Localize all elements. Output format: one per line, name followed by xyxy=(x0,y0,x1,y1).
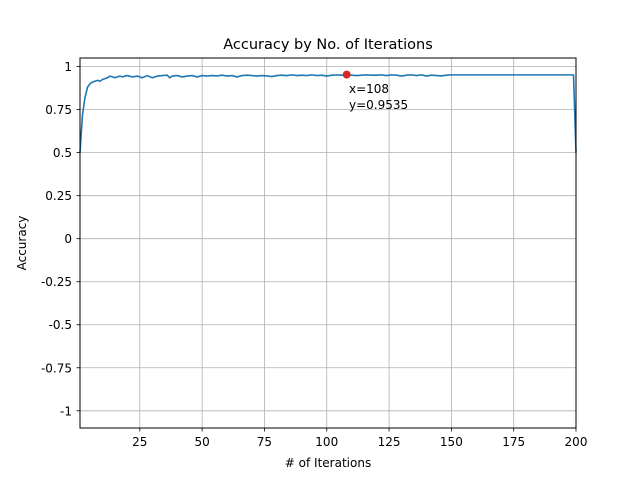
x-tick-label: 175 xyxy=(502,435,525,449)
annotation-x: x=108 xyxy=(349,82,389,96)
x-tick-label: 125 xyxy=(378,435,401,449)
x-tick-label: 200 xyxy=(565,435,588,449)
x-tick-label: 25 xyxy=(132,435,147,449)
y-tick-label: 0.75 xyxy=(45,103,72,117)
y-tick-label: 0.5 xyxy=(53,146,72,160)
annotation: x=108 y=0.9535 xyxy=(349,82,408,112)
x-axis-title: # of Iterations xyxy=(285,456,371,470)
y-ticks: 1 0.75 0.5 0.25 0 -0.25 -0.5 -0.75 -1 xyxy=(41,60,80,418)
x-tick-label: 75 xyxy=(257,435,272,449)
marker-layer xyxy=(342,70,351,79)
y-tick-label: 0 xyxy=(64,232,72,246)
x-tick-label: 100 xyxy=(315,435,338,449)
grid xyxy=(80,58,577,428)
y-tick-label: -1 xyxy=(60,404,72,418)
accuracy-line xyxy=(79,73,577,153)
y-tick-label: 1 xyxy=(64,60,72,74)
y-tick-label: 0.25 xyxy=(45,189,72,203)
y-axis-title: Accuracy xyxy=(15,216,29,271)
max-accuracy-marker xyxy=(342,70,351,79)
y-tick-label: -0.25 xyxy=(41,275,72,289)
x-tick-label: 50 xyxy=(194,435,209,449)
y-tick-label: -0.75 xyxy=(41,361,72,375)
chart-title: Accuracy by No. of Iterations xyxy=(223,37,433,53)
x-tick-label: 150 xyxy=(440,435,463,449)
series-layer xyxy=(79,73,577,153)
annotation-y: y=0.9535 xyxy=(349,98,408,112)
x-ticks: 25 50 75 100 125 150 175 200 xyxy=(132,428,587,449)
y-tick-label: -0.5 xyxy=(49,318,72,332)
plot-frame xyxy=(79,57,577,429)
